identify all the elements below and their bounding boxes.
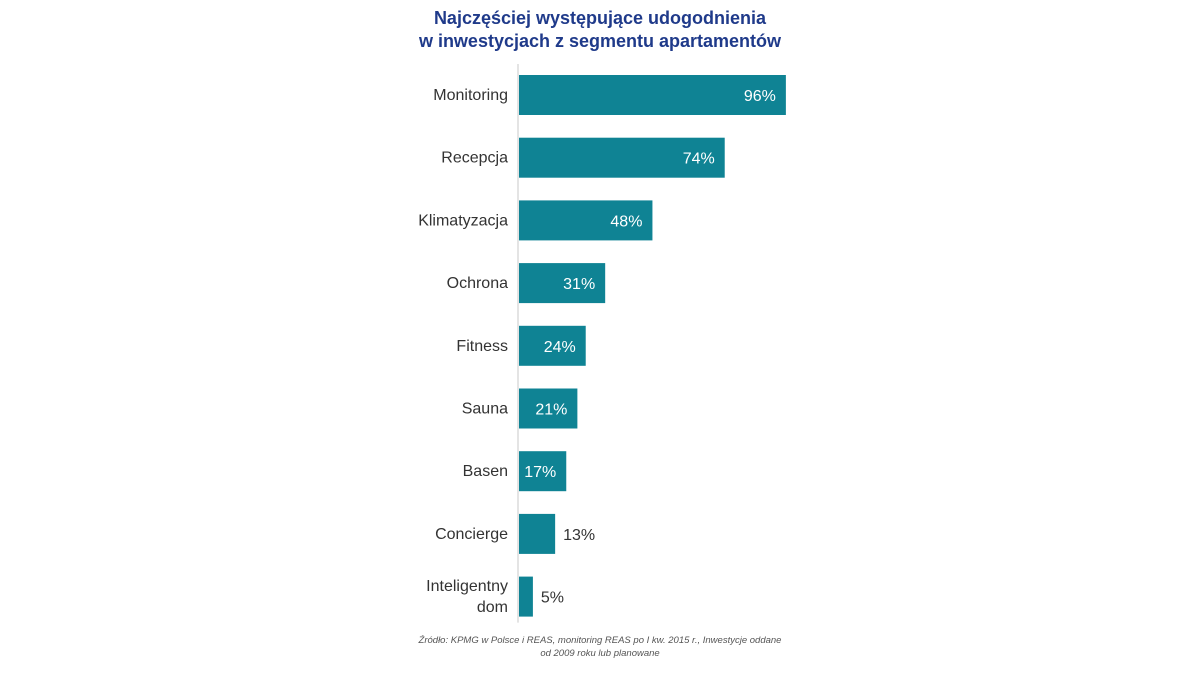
bar-7 xyxy=(519,513,556,554)
category-label-1: Recepcja xyxy=(441,150,508,167)
bar-4 xyxy=(519,325,586,366)
value-label-6: 17% xyxy=(524,464,556,481)
value-label-8: 5% xyxy=(541,590,564,607)
category-label-0: Monitoring xyxy=(433,87,508,104)
value-label-0: 96% xyxy=(744,88,776,105)
bar-1 xyxy=(519,137,725,178)
bar-5 xyxy=(519,388,578,429)
category-label-6: Basen xyxy=(463,463,508,480)
category-label-5: Sauna xyxy=(462,401,508,418)
value-label-4: 24% xyxy=(544,339,576,356)
bar-8 xyxy=(519,576,533,617)
value-label-3: 31% xyxy=(563,276,595,293)
chart-title-line-1: Najczęściej występujące udogodnienia xyxy=(433,8,767,28)
category-label-8-line-1: dom xyxy=(477,599,508,616)
category-label-7: Concierge xyxy=(435,526,508,543)
value-label-5: 21% xyxy=(535,402,567,419)
bar-2 xyxy=(519,200,653,241)
source-note-line-2: od 2009 roku lub planowane xyxy=(540,648,660,659)
value-label-7: 13% xyxy=(563,527,595,544)
bar-3 xyxy=(519,263,606,304)
chart-title: Najczęściej występujące udogodnienia w i… xyxy=(0,7,1200,53)
value-label-2: 48% xyxy=(610,213,642,230)
chart-title-line-2: w inwestycjach z segmentu apartamentów xyxy=(418,31,782,51)
category-label-3: Ochrona xyxy=(447,275,508,292)
category-label-2: Klimatyzacja xyxy=(418,212,508,229)
category-label-4: Fitness xyxy=(456,338,508,355)
source-note-line-1: Źródło: KPMG w Polsce i REAS, monitoring… xyxy=(418,635,782,646)
value-label-1: 74% xyxy=(683,151,715,168)
source-note: Źródło: KPMG w Polsce i REAS, monitoring… xyxy=(0,634,1200,660)
bar-6 xyxy=(519,451,567,492)
category-label-8-line-0: Inteligentny xyxy=(426,578,508,595)
bar-0 xyxy=(519,75,786,115)
